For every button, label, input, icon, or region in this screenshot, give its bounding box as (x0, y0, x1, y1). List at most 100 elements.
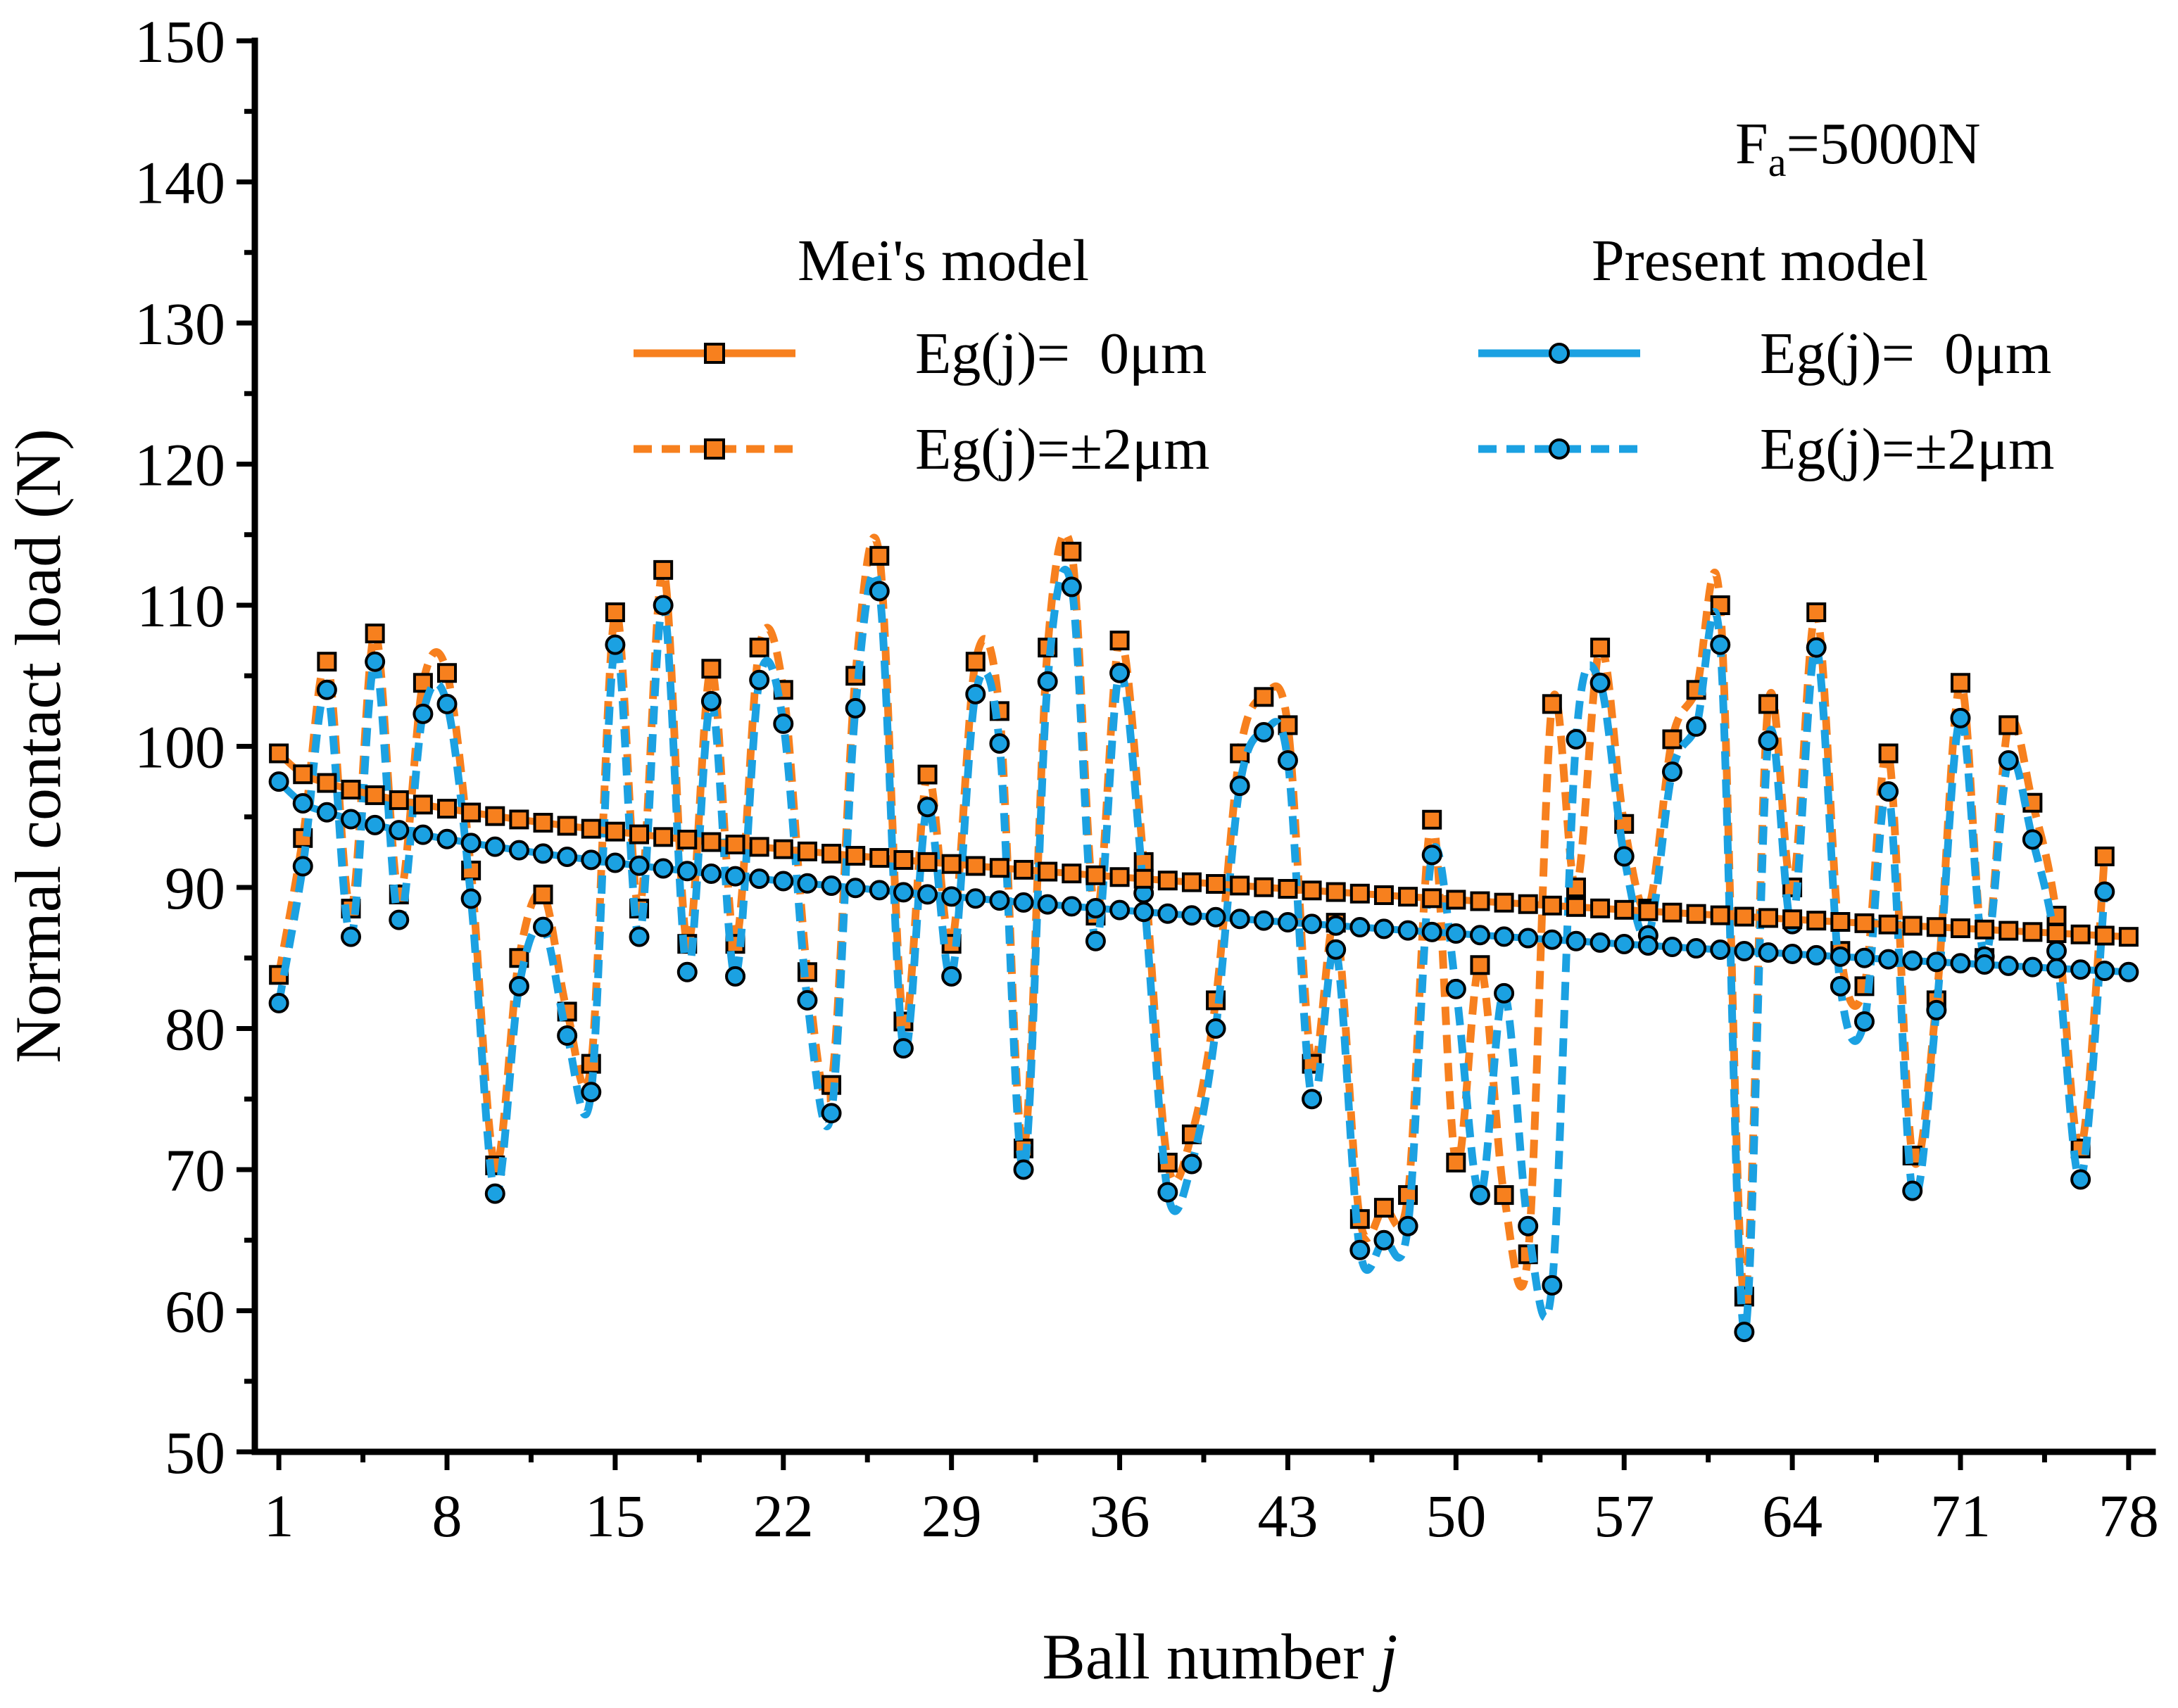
data-point (1830, 975, 1851, 997)
data-point (1109, 662, 1131, 683)
x-tick-label: 8 (432, 1482, 462, 1550)
data-point (773, 871, 794, 892)
data-point (1085, 930, 1106, 951)
data-point (1614, 899, 1635, 920)
data-point (1806, 637, 1827, 658)
data-point (1782, 943, 1803, 964)
data-point (1326, 882, 1346, 902)
series-2 (268, 771, 2139, 982)
legend-label-mei-2um: Eg(j)=±2μm (915, 417, 1209, 482)
data-point (700, 863, 722, 884)
data-point (269, 743, 289, 764)
data-point (461, 802, 481, 823)
data-point (1013, 1159, 1034, 1180)
data-point (2022, 956, 2043, 978)
data-point (1062, 541, 1082, 562)
data-point (1205, 906, 1226, 928)
data-point (1542, 929, 1563, 950)
data-point (1734, 941, 1755, 962)
axial-load-subscript: a (1768, 139, 1787, 185)
data-point (605, 602, 625, 623)
data-point (533, 916, 554, 937)
data-point (1590, 672, 1611, 693)
data-point (436, 693, 458, 714)
data-point (1109, 899, 1131, 921)
x-tick-label: 78 (2098, 1482, 2159, 1550)
data-point (1878, 743, 1899, 764)
data-point (1277, 750, 1298, 771)
data-point (1206, 874, 1226, 894)
series-3 (268, 566, 2115, 1343)
data-point (941, 886, 962, 907)
data-point (2094, 846, 2115, 866)
data-point (460, 888, 481, 909)
legend-group-title-present: Present model (1592, 228, 1928, 293)
data-point (1446, 1152, 1466, 1172)
data-point (1133, 902, 1154, 923)
data-point (605, 634, 626, 655)
x-tick-label: 15 (585, 1482, 646, 1550)
data-point (1469, 925, 1490, 946)
data-point (1710, 940, 1731, 961)
data-point (1349, 1239, 1371, 1260)
data-point (1590, 898, 1611, 918)
data-point (1661, 761, 1682, 783)
y-tick-label: 130 (134, 290, 225, 358)
data-point (508, 840, 529, 861)
data-point (749, 868, 770, 890)
x-axis-title-variable: j (1373, 1621, 1398, 1693)
data-point (1590, 638, 1611, 658)
data-point (2094, 961, 2115, 982)
data-point (1758, 730, 1779, 751)
data-point (1421, 921, 1442, 942)
data-point (1638, 901, 1658, 921)
data-point (893, 1038, 914, 1059)
data-point (581, 818, 601, 839)
data-point (1853, 1011, 1875, 1032)
series-0 (269, 743, 2139, 947)
y-tick-label: 110 (137, 572, 225, 640)
data-point (700, 690, 722, 711)
data-point (1205, 1018, 1226, 1039)
data-point (869, 880, 890, 901)
data-point (1422, 888, 1442, 909)
data-point (1542, 1274, 1563, 1296)
data-point (1181, 1153, 1202, 1175)
data-point (1542, 895, 1562, 916)
data-point (413, 703, 434, 724)
data-point (2094, 881, 2115, 902)
x-tick-label: 50 (1425, 1482, 1486, 1550)
data-point (581, 849, 602, 871)
data-point (1302, 913, 1323, 935)
x-tick-label: 43 (1257, 1482, 1318, 1550)
data-point (1373, 918, 1395, 940)
data-point (1133, 868, 1154, 889)
data-point (1998, 955, 2019, 976)
data-point (1734, 1322, 1755, 1343)
data-point (1278, 715, 1298, 735)
data-point (2070, 959, 2091, 980)
data-point (389, 790, 409, 810)
data-point (821, 875, 842, 897)
data-point (989, 890, 1010, 911)
x-tick-label: 57 (1594, 1482, 1654, 1550)
x-axis-title: Ball number j (1043, 1621, 1398, 1693)
data-point (1038, 861, 1058, 882)
data-point (365, 651, 386, 672)
data-point (1229, 776, 1250, 797)
x-tick-label: 36 (1090, 1482, 1150, 1550)
data-point (1878, 781, 1899, 802)
data-point (1902, 1180, 1923, 1201)
y-tick-label: 60 (165, 1278, 225, 1346)
data-point (1157, 903, 1178, 924)
data-point (1373, 885, 1394, 905)
y-tick-label: 120 (134, 431, 225, 499)
data-point (365, 624, 385, 644)
data-point (701, 659, 722, 679)
data-point (749, 669, 770, 690)
data-point (1926, 999, 1947, 1020)
data-point (989, 858, 1009, 878)
data-point (365, 814, 386, 835)
data-point (1950, 707, 1971, 728)
data-point (2118, 927, 2139, 947)
